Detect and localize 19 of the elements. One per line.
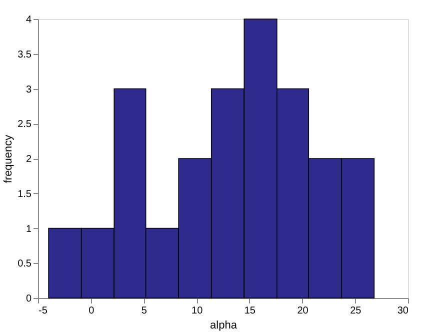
x-tick-label: 25: [350, 306, 362, 316]
y-tick-label: 0.5: [18, 258, 32, 270]
x-tick-label: -5: [38, 306, 48, 316]
x-tick-label: 10: [192, 306, 204, 316]
x-tick-label: 20: [297, 306, 309, 316]
x-tick-label: 0: [88, 306, 95, 316]
y-tick-label: 2: [26, 154, 32, 165]
y-tick-label: 3.5: [18, 49, 32, 60]
y-tick-label: 3: [26, 84, 32, 96]
y-tick-label: 0: [26, 294, 32, 304]
y-tick-label: 1.5: [18, 188, 32, 200]
x-tick-label: 5: [141, 306, 148, 316]
y-axis-title: frequency: [2, 134, 15, 184]
y-tick-label: 1: [26, 224, 32, 235]
x-tick-label: 30: [397, 306, 409, 316]
y-tick-label: 4: [26, 14, 32, 26]
x-axis-title: alpha: [210, 320, 238, 332]
x-tick-label: 15: [244, 306, 256, 316]
y-tick-label: 2.5: [18, 119, 32, 130]
